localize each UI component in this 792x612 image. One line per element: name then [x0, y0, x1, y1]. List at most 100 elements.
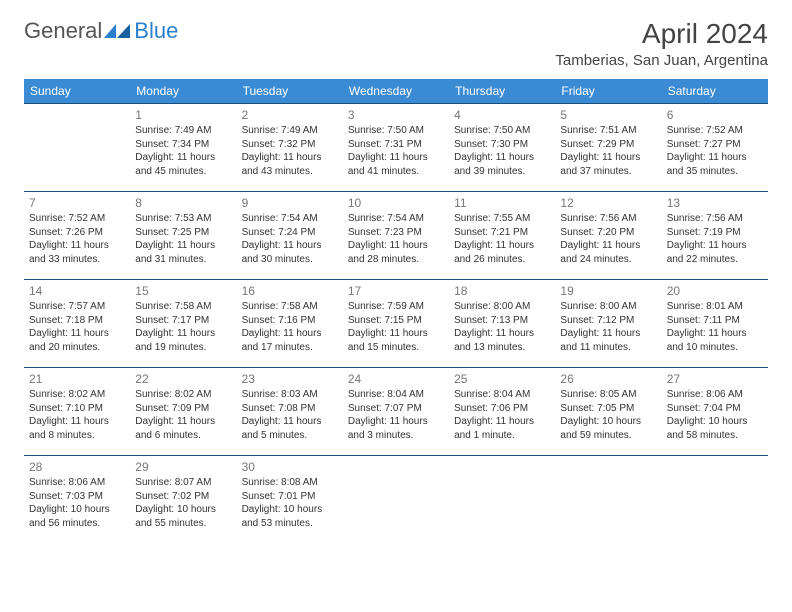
sunset-line: Sunset: 7:27 PM [667, 138, 763, 152]
calendar-cell: 17Sunrise: 7:59 AMSunset: 7:15 PMDayligh… [343, 280, 449, 368]
sunrise-line: Sunrise: 7:50 AM [348, 124, 444, 138]
daylight-line: Daylight: 10 hours and 55 minutes. [135, 503, 231, 530]
sunset-line: Sunset: 7:17 PM [135, 314, 231, 328]
sunrise-line: Sunrise: 7:58 AM [135, 300, 231, 314]
sunrise-line: Sunrise: 8:03 AM [242, 388, 338, 402]
sunrise-line: Sunrise: 8:05 AM [560, 388, 656, 402]
daylight-line: Daylight: 11 hours and 11 minutes. [560, 327, 656, 354]
sunset-line: Sunset: 7:09 PM [135, 402, 231, 416]
calendar-cell-empty [343, 456, 449, 544]
daylight-line: Daylight: 11 hours and 45 minutes. [135, 151, 231, 178]
daylight-line: Daylight: 11 hours and 20 minutes. [29, 327, 125, 354]
sunset-line: Sunset: 7:02 PM [135, 490, 231, 504]
calendar-cell: 25Sunrise: 8:04 AMSunset: 7:06 PMDayligh… [449, 368, 555, 456]
sunrise-line: Sunrise: 8:02 AM [135, 388, 231, 402]
calendar-cell: 21Sunrise: 8:02 AMSunset: 7:10 PMDayligh… [24, 368, 130, 456]
calendar-body: 1Sunrise: 7:49 AMSunset: 7:34 PMDaylight… [24, 104, 768, 544]
sunset-line: Sunset: 7:18 PM [29, 314, 125, 328]
header: General Blue April 2024 Tamberias, San J… [24, 18, 768, 69]
calendar-cell: 22Sunrise: 8:02 AMSunset: 7:09 PMDayligh… [130, 368, 236, 456]
day-header: Monday [130, 79, 236, 104]
daylight-line: Daylight: 11 hours and 22 minutes. [667, 239, 763, 266]
title-block: April 2024 Tamberias, San Juan, Argentin… [555, 18, 768, 69]
day-number: 1 [135, 107, 231, 123]
daylight-line: Daylight: 11 hours and 30 minutes. [242, 239, 338, 266]
sunset-line: Sunset: 7:20 PM [560, 226, 656, 240]
sunset-line: Sunset: 7:26 PM [29, 226, 125, 240]
daylight-line: Daylight: 10 hours and 58 minutes. [667, 415, 763, 442]
sunrise-line: Sunrise: 7:52 AM [667, 124, 763, 138]
day-header-row: SundayMondayTuesdayWednesdayThursdayFrid… [24, 79, 768, 104]
sunset-line: Sunset: 7:06 PM [454, 402, 550, 416]
sunrise-line: Sunrise: 7:56 AM [667, 212, 763, 226]
sunrise-line: Sunrise: 7:59 AM [348, 300, 444, 314]
sunrise-line: Sunrise: 7:57 AM [29, 300, 125, 314]
daylight-line: Daylight: 10 hours and 56 minutes. [29, 503, 125, 530]
calendar-row: 1Sunrise: 7:49 AMSunset: 7:34 PMDaylight… [24, 104, 768, 192]
day-number: 3 [348, 107, 444, 123]
sunrise-line: Sunrise: 7:55 AM [454, 212, 550, 226]
day-number: 18 [454, 283, 550, 299]
sunset-line: Sunset: 7:30 PM [454, 138, 550, 152]
sunset-line: Sunset: 7:34 PM [135, 138, 231, 152]
sunrise-line: Sunrise: 8:08 AM [242, 476, 338, 490]
day-header: Friday [555, 79, 661, 104]
calendar-cell: 6Sunrise: 7:52 AMSunset: 7:27 PMDaylight… [662, 104, 768, 192]
calendar-head: SundayMondayTuesdayWednesdayThursdayFrid… [24, 79, 768, 104]
calendar-cell: 14Sunrise: 7:57 AMSunset: 7:18 PMDayligh… [24, 280, 130, 368]
logo-text-general: General [24, 18, 102, 44]
sunrise-line: Sunrise: 7:53 AM [135, 212, 231, 226]
calendar-table: SundayMondayTuesdayWednesdayThursdayFrid… [24, 79, 768, 544]
sunset-line: Sunset: 7:04 PM [667, 402, 763, 416]
sunrise-line: Sunrise: 7:49 AM [135, 124, 231, 138]
logo-text-blue: Blue [134, 18, 178, 44]
day-number: 8 [135, 195, 231, 211]
daylight-line: Daylight: 11 hours and 39 minutes. [454, 151, 550, 178]
calendar-cell: 11Sunrise: 7:55 AMSunset: 7:21 PMDayligh… [449, 192, 555, 280]
day-number: 10 [348, 195, 444, 211]
calendar-cell: 5Sunrise: 7:51 AMSunset: 7:29 PMDaylight… [555, 104, 661, 192]
day-number: 23 [242, 371, 338, 387]
daylight-line: Daylight: 11 hours and 43 minutes. [242, 151, 338, 178]
daylight-line: Daylight: 11 hours and 3 minutes. [348, 415, 444, 442]
day-number: 29 [135, 459, 231, 475]
day-number: 14 [29, 283, 125, 299]
day-header: Wednesday [343, 79, 449, 104]
calendar-cell-empty [449, 456, 555, 544]
sunrise-line: Sunrise: 7:54 AM [242, 212, 338, 226]
day-number: 24 [348, 371, 444, 387]
day-number: 20 [667, 283, 763, 299]
sunset-line: Sunset: 7:03 PM [29, 490, 125, 504]
sunset-line: Sunset: 7:11 PM [667, 314, 763, 328]
day-header: Saturday [662, 79, 768, 104]
calendar-row: 7Sunrise: 7:52 AMSunset: 7:26 PMDaylight… [24, 192, 768, 280]
calendar-cell: 4Sunrise: 7:50 AMSunset: 7:30 PMDaylight… [449, 104, 555, 192]
calendar-cell: 19Sunrise: 8:00 AMSunset: 7:12 PMDayligh… [555, 280, 661, 368]
day-number: 5 [560, 107, 656, 123]
sunrise-line: Sunrise: 7:58 AM [242, 300, 338, 314]
sunrise-line: Sunrise: 8:04 AM [454, 388, 550, 402]
day-number: 22 [135, 371, 231, 387]
sunset-line: Sunset: 7:16 PM [242, 314, 338, 328]
day-number: 26 [560, 371, 656, 387]
calendar-cell: 27Sunrise: 8:06 AMSunset: 7:04 PMDayligh… [662, 368, 768, 456]
day-number: 9 [242, 195, 338, 211]
sunset-line: Sunset: 7:08 PM [242, 402, 338, 416]
calendar-cell: 15Sunrise: 7:58 AMSunset: 7:17 PMDayligh… [130, 280, 236, 368]
sunrise-line: Sunrise: 8:07 AM [135, 476, 231, 490]
calendar-cell: 13Sunrise: 7:56 AMSunset: 7:19 PMDayligh… [662, 192, 768, 280]
day-number: 27 [667, 371, 763, 387]
day-header: Sunday [24, 79, 130, 104]
day-header: Tuesday [237, 79, 343, 104]
calendar-cell: 3Sunrise: 7:50 AMSunset: 7:31 PMDaylight… [343, 104, 449, 192]
day-number: 28 [29, 459, 125, 475]
calendar-cell-empty [24, 104, 130, 192]
daylight-line: Daylight: 11 hours and 31 minutes. [135, 239, 231, 266]
calendar-cell: 10Sunrise: 7:54 AMSunset: 7:23 PMDayligh… [343, 192, 449, 280]
daylight-line: Daylight: 11 hours and 13 minutes. [454, 327, 550, 354]
calendar-cell: 28Sunrise: 8:06 AMSunset: 7:03 PMDayligh… [24, 456, 130, 544]
daylight-line: Daylight: 10 hours and 53 minutes. [242, 503, 338, 530]
day-number: 15 [135, 283, 231, 299]
logo: General Blue [24, 18, 178, 44]
sunrise-line: Sunrise: 8:02 AM [29, 388, 125, 402]
